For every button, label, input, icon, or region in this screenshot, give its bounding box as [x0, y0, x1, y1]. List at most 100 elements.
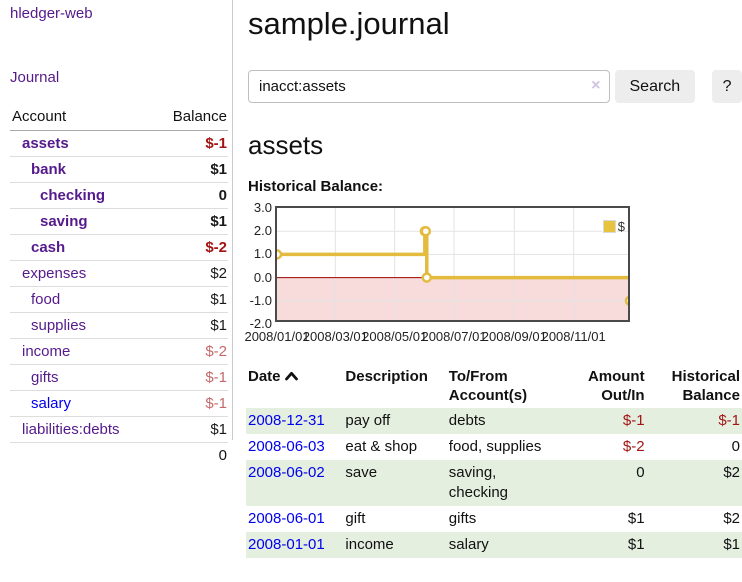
transaction-description: eat & shop — [345, 438, 418, 455]
account-link[interactable]: gifts — [31, 369, 59, 386]
transaction-date-link[interactable]: 2008-12-31 — [248, 412, 325, 429]
transaction-amount: $-1 — [622, 412, 645, 429]
transaction-row: 2008-06-02 save saving, checking 0 $2 — [246, 460, 742, 506]
account-link[interactable]: food — [31, 291, 61, 308]
accounts-table: Account Balance assets $-1 bank $1 checking 0… — [10, 106, 228, 468]
account-row: assets $-1 — [10, 130, 228, 157]
page-title: sample.journal — [248, 6, 450, 41]
account-balance: $1 — [153, 286, 228, 313]
transaction-date-link[interactable]: 2008-01-01 — [248, 536, 325, 553]
account-row: supplies $1 — [10, 312, 228, 339]
y-tick-label: -2.0 — [249, 316, 272, 331]
accounts-total-row: 0 — [10, 442, 228, 468]
account-link[interactable]: bank — [31, 161, 67, 178]
transaction-balance: $1 — [723, 536, 740, 553]
transaction-row: 2008-06-01 gift gifts $1 $2 — [246, 506, 742, 532]
chart-title: Historical Balance: — [248, 178, 384, 195]
transaction-accounts: saving, checking — [448, 464, 508, 501]
transaction-amount: $1 — [627, 536, 645, 553]
x-tick-label: 2008/03/01 — [302, 329, 368, 344]
account-row: liabilities:debts $1 — [10, 416, 228, 443]
transaction-row: 2008-12-31 pay off debts $-1 $-1 — [246, 408, 742, 434]
y-tick-label: 2.0 — [253, 223, 272, 239]
account-link[interactable]: salary — [31, 395, 72, 412]
y-tick-label: 0.0 — [253, 269, 272, 285]
search-form: × Search ? — [248, 70, 742, 103]
transaction-row: 2008-06-03 eat & shop food, supplies $-2 0 — [246, 434, 742, 460]
account-row: cash $-2 — [10, 234, 228, 261]
accounts-header-account: Account — [10, 106, 154, 131]
legend-swatch-icon — [601, 219, 617, 234]
account-heading: assets — [248, 130, 324, 160]
search-button[interactable]: Search — [614, 70, 696, 103]
transaction-amount: $-2 — [622, 438, 645, 455]
register-header-description: Description — [345, 368, 428, 385]
sort-ascending-icon — [284, 367, 298, 386]
account-row: salary $-1 — [10, 390, 228, 417]
account-balance: $1 — [153, 156, 228, 183]
transaction-amount: $1 — [627, 510, 645, 527]
transaction-row: 2008-01-01 income salary $1 $1 — [246, 532, 742, 558]
account-balance: $-1 — [153, 130, 228, 157]
account-balance: $-2 — [153, 234, 228, 261]
register-header-accounts: To/From Account(s) — [448, 368, 528, 404]
sidebar: hledger-web Journal Account Balance asse… — [0, 0, 233, 468]
account-link[interactable]: income — [22, 343, 71, 360]
register-header-date[interactable]: Date — [246, 367, 343, 408]
transaction-accounts: food, supplies — [448, 438, 542, 455]
help-button[interactable]: ? — [712, 70, 742, 103]
transaction-description: gift — [345, 510, 366, 527]
account-balance: $-1 — [153, 390, 228, 417]
account-row: income $-2 — [10, 338, 228, 365]
legend-label: $ — [617, 219, 625, 234]
transaction-accounts: gifts — [448, 510, 477, 527]
accounts-total-value: 0 — [153, 442, 228, 468]
y-tick-label: -1.0 — [249, 292, 272, 308]
transaction-date-link[interactable]: 2008-06-02 — [248, 464, 325, 481]
transaction-balance: $-1 — [718, 412, 740, 429]
account-link[interactable]: checking — [40, 187, 106, 204]
transaction-balance: $2 — [723, 510, 740, 527]
transaction-description: save — [345, 464, 378, 481]
account-balance: $-2 — [153, 338, 228, 365]
chart-plot-area[interactable]: $ — [275, 206, 630, 322]
transaction-balance: 0 — [731, 438, 740, 455]
search-input[interactable] — [248, 70, 610, 103]
account-row: food $1 — [10, 286, 228, 313]
transaction-description: pay off — [345, 412, 391, 429]
register-header-amount: Amount Out/In — [587, 368, 645, 404]
journal-nav-link[interactable]: Journal — [10, 69, 60, 86]
account-balance: $1 — [153, 208, 228, 235]
chart-legend: $ — [601, 219, 625, 234]
account-row: saving $1 — [10, 208, 228, 235]
transaction-accounts: salary — [448, 536, 489, 553]
account-link[interactable]: cash — [31, 239, 66, 256]
search-box: × — [248, 70, 610, 103]
transaction-date-link[interactable]: 2008-06-03 — [248, 438, 325, 455]
clear-search-icon[interactable]: × — [591, 77, 601, 94]
y-tick-label: 3.0 — [253, 200, 272, 215]
account-balance: $1 — [153, 416, 228, 443]
accounts-header-balance: Balance — [153, 106, 228, 131]
account-link[interactable]: saving — [40, 213, 88, 230]
account-row: expenses $2 — [10, 260, 228, 287]
account-link[interactable]: liabilities:debts — [22, 421, 120, 438]
brand-link[interactable]: hledger-web — [10, 5, 93, 22]
transaction-amount: 0 — [636, 464, 645, 481]
account-balance: 0 — [153, 182, 228, 209]
account-balance: $-1 — [153, 364, 228, 391]
x-tick-label: 2008/11/01 — [541, 329, 606, 344]
account-row: checking 0 — [10, 182, 228, 209]
account-link[interactable]: expenses — [22, 265, 87, 282]
x-tick-label: 2008/01/01 — [244, 329, 310, 344]
account-link[interactable]: supplies — [31, 317, 87, 334]
account-link[interactable]: assets — [22, 135, 69, 152]
main-content: sample.journal × Search ? assets Histori… — [244, 0, 742, 558]
y-tick-label: 1.0 — [253, 246, 272, 262]
account-balance: $2 — [153, 260, 228, 287]
register-table: Date Description To/From Account(s) Amou… — [246, 367, 742, 558]
transaction-accounts: debts — [448, 412, 486, 429]
x-tick-label: 2008/09/01 — [481, 329, 547, 344]
transaction-balance: $2 — [723, 464, 740, 481]
transaction-date-link[interactable]: 2008-06-01 — [248, 510, 325, 527]
